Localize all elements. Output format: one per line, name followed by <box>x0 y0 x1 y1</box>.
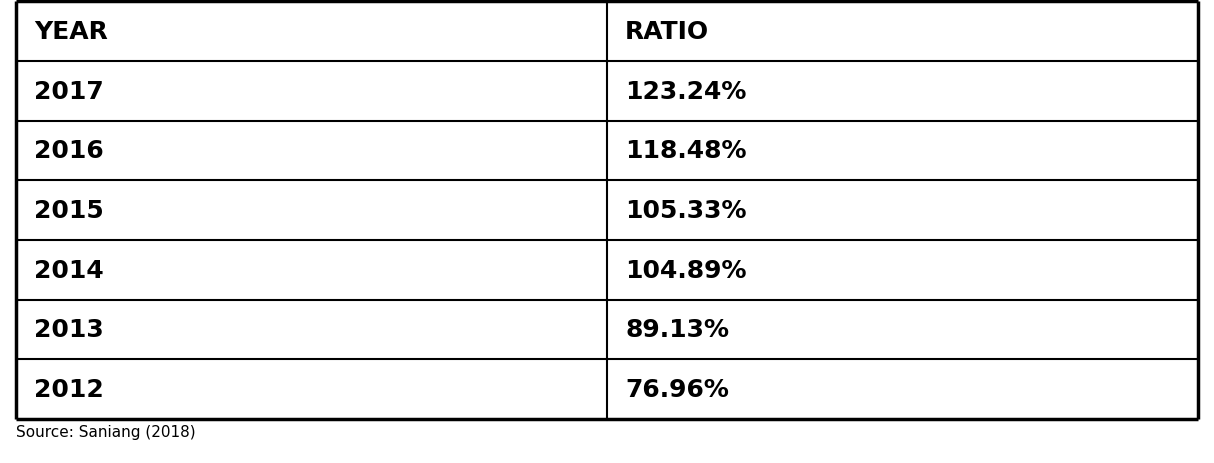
Text: 89.13%: 89.13% <box>625 318 730 342</box>
Bar <box>607 62 1198 121</box>
Bar <box>16 240 607 300</box>
Bar <box>607 121 1198 181</box>
Text: RATIO: RATIO <box>625 20 709 44</box>
Bar <box>607 359 1198 419</box>
Bar <box>16 2 607 62</box>
Text: 104.89%: 104.89% <box>625 258 747 282</box>
Text: Source: Saniang (2018): Source: Saniang (2018) <box>16 424 195 438</box>
Text: 2013: 2013 <box>34 318 103 342</box>
Text: 123.24%: 123.24% <box>625 80 747 104</box>
Bar <box>16 300 607 359</box>
Bar <box>16 62 607 121</box>
Bar <box>607 300 1198 359</box>
Text: 2016: 2016 <box>34 139 103 163</box>
Text: 2014: 2014 <box>34 258 103 282</box>
Bar <box>16 121 607 181</box>
Text: 118.48%: 118.48% <box>625 139 747 163</box>
Text: 105.33%: 105.33% <box>625 199 747 223</box>
Bar <box>607 2 1198 62</box>
Text: 2015: 2015 <box>34 199 103 223</box>
Bar <box>16 359 607 419</box>
Text: 76.96%: 76.96% <box>625 377 730 401</box>
Bar <box>607 240 1198 300</box>
Bar <box>16 181 607 240</box>
Bar <box>607 181 1198 240</box>
Text: 2017: 2017 <box>34 80 103 104</box>
Text: YEAR: YEAR <box>34 20 108 44</box>
Text: 2012: 2012 <box>34 377 103 401</box>
